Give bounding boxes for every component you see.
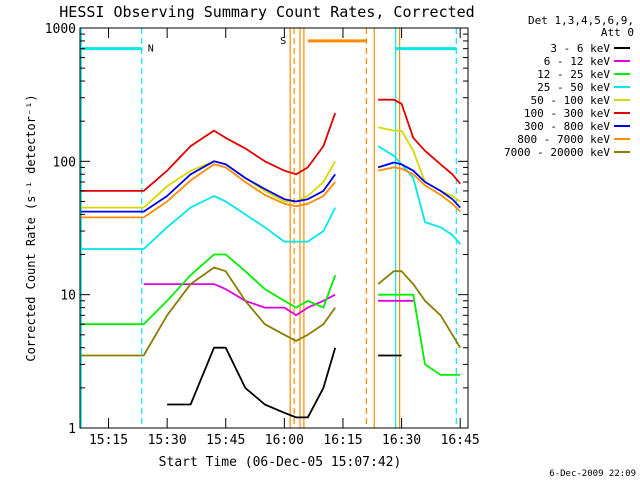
footer-date: 6-Dec-2009 22:09 [549, 469, 636, 479]
flag-label: N [148, 44, 154, 55]
legend-label: 800 - 7000 keV [517, 133, 610, 146]
x-tick-label: 15:30 [148, 433, 187, 448]
legend-label: 300 - 800 keV [524, 120, 610, 133]
series-line [81, 266, 336, 357]
y-tick-label: 100 [53, 155, 76, 170]
legend-label: 50 - 100 keV [531, 94, 611, 107]
x-tick-label: 16:45 [441, 433, 480, 448]
y-axis-label: Corrected Count Rate (s⁻¹ detector⁻¹) [24, 94, 38, 361]
series-line [377, 161, 461, 209]
legend-label: 12 - 25 keV [537, 68, 610, 81]
series-line [377, 126, 461, 203]
guide-lines: NS [80, 28, 457, 428]
x-tick-label: 16:00 [265, 433, 304, 448]
plot-frame: 1 10 100 1000 15:15 15:30 15:45 16:00 16:15 16:30… [45, 22, 480, 448]
legend-label: 3 - 6 keV [550, 42, 610, 55]
series-line [377, 166, 461, 213]
series-line [378, 293, 461, 376]
x-tick-label: 15:15 [89, 433, 128, 448]
y-tick-label: 1 [68, 422, 76, 437]
x-tick-label: 15:45 [206, 433, 245, 448]
chart-title: HESSI Observing Summary Count Rates, Cor… [59, 3, 474, 21]
series-lines [81, 98, 461, 419]
series-line [81, 112, 337, 192]
series-line [81, 253, 337, 326]
series-line [143, 283, 336, 317]
x-axis-label: Start Time (06-Dec-05 15:07:42) [159, 455, 402, 470]
flag-label: S [280, 36, 286, 47]
x-tick-label: 16:15 [323, 433, 362, 448]
series-line [81, 163, 336, 219]
series-line [377, 145, 461, 245]
series-line [378, 98, 461, 185]
y-tick-label: 10 [60, 289, 76, 304]
legend-label: 100 - 300 keV [524, 107, 610, 120]
x-tick-label: 16:30 [382, 433, 421, 448]
legend-label: 6 - 12 keV [544, 55, 611, 68]
series-line [81, 160, 336, 213]
legend-header: Att 0 [601, 26, 634, 39]
legend-header: Det 1,3,4,5,6,9, [528, 14, 634, 27]
legend-label: 25 - 50 keV [537, 81, 610, 94]
series-line [81, 195, 337, 250]
y-tick-label: 1000 [45, 22, 76, 37]
plot-border [79, 27, 469, 429]
legend-label: 7000 - 20000 keV [504, 146, 610, 159]
series-line [167, 346, 337, 419]
series-line [377, 270, 461, 349]
